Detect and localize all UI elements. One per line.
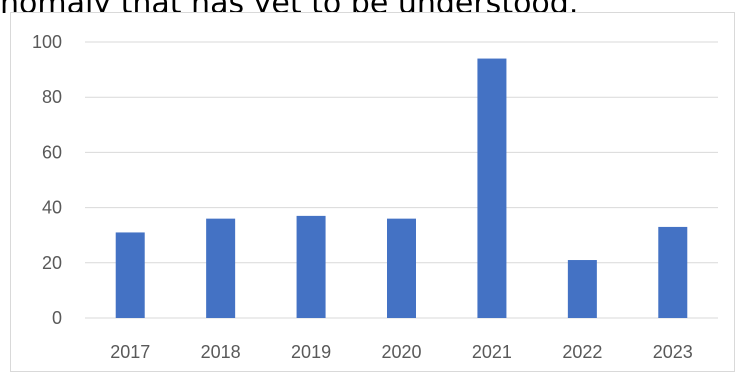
y-tick-label: 100 xyxy=(32,32,62,52)
x-tick-label: 2017 xyxy=(110,342,150,362)
bar-2018 xyxy=(206,218,236,318)
y-tick-label: 80 xyxy=(42,87,62,107)
bar-2023 xyxy=(658,226,688,318)
bar-2019 xyxy=(296,215,326,318)
bar-2020 xyxy=(387,218,416,318)
bars xyxy=(115,58,688,319)
bar-2021 xyxy=(477,58,507,319)
bar-2022 xyxy=(567,260,597,318)
y-tick-label: 60 xyxy=(42,142,62,162)
y-tick-label: 20 xyxy=(42,253,62,273)
bar-2017 xyxy=(115,232,145,318)
x-tick-label: 2019 xyxy=(291,342,331,362)
x-tick-label: 2021 xyxy=(472,342,512,362)
x-tick-label: 2020 xyxy=(381,342,421,362)
y-axis-ticks: 0 20 40 60 80 100 xyxy=(32,32,62,328)
x-tick-label: 2022 xyxy=(562,342,602,362)
y-tick-label: 0 xyxy=(52,308,62,328)
y-tick-label: 40 xyxy=(42,198,62,218)
x-axis-ticks: 2017 2018 2019 2020 2021 2022 2023 xyxy=(110,342,693,362)
x-tick-label: 2023 xyxy=(653,342,693,362)
x-tick-label: 2018 xyxy=(201,342,241,362)
